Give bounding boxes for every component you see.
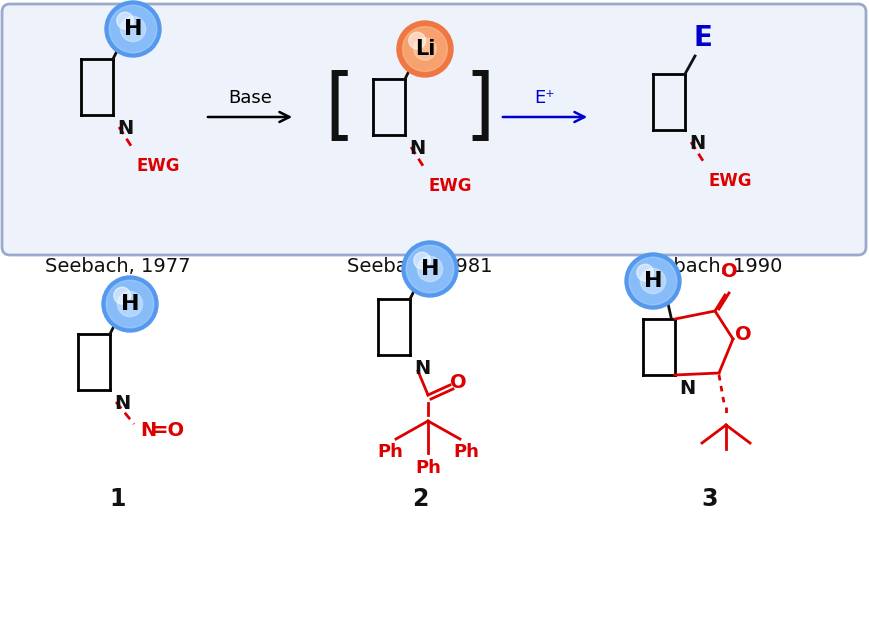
Text: Ph: Ph <box>415 459 441 477</box>
Circle shape <box>106 280 154 328</box>
Text: N: N <box>688 134 705 153</box>
Text: 2: 2 <box>411 487 428 511</box>
Text: N: N <box>114 394 130 413</box>
Text: 1: 1 <box>109 487 126 511</box>
Text: 3: 3 <box>701 487 718 511</box>
Circle shape <box>408 32 425 49</box>
Text: N: N <box>116 119 133 138</box>
Text: EWG: EWG <box>136 157 180 175</box>
Circle shape <box>406 245 454 293</box>
Text: E: E <box>693 24 712 52</box>
Text: H: H <box>421 259 439 279</box>
Circle shape <box>628 257 676 305</box>
Circle shape <box>640 268 665 294</box>
Circle shape <box>120 17 145 41</box>
Text: [: [ <box>324 69 355 145</box>
Circle shape <box>401 241 457 297</box>
Text: H: H <box>121 294 139 314</box>
Circle shape <box>105 1 161 57</box>
Circle shape <box>114 287 130 304</box>
Text: EWG: EWG <box>708 172 752 190</box>
Text: Ph: Ph <box>376 443 402 461</box>
Text: H: H <box>643 271 661 291</box>
Text: Ph: Ph <box>453 443 479 461</box>
Circle shape <box>402 27 447 72</box>
Text: H: H <box>123 19 143 39</box>
Circle shape <box>117 291 143 317</box>
Text: Seebach, 1990: Seebach, 1990 <box>637 257 782 276</box>
Text: N: N <box>140 421 156 439</box>
Circle shape <box>414 252 430 269</box>
Text: =O: =O <box>152 421 185 439</box>
Circle shape <box>414 38 435 60</box>
Text: N: N <box>408 139 425 158</box>
Circle shape <box>396 21 453 77</box>
Text: O: O <box>449 373 466 392</box>
Text: Seebach, 1977: Seebach, 1977 <box>45 257 190 276</box>
Text: Li: Li <box>415 39 434 59</box>
Text: N: N <box>678 379 694 398</box>
Circle shape <box>116 12 134 29</box>
Text: O: O <box>720 262 736 281</box>
Circle shape <box>102 276 158 332</box>
Text: Base: Base <box>228 89 272 107</box>
Circle shape <box>636 264 653 281</box>
Circle shape <box>109 5 156 53</box>
Text: Seebach, 1981: Seebach, 1981 <box>347 257 492 276</box>
Text: ]: ] <box>464 69 494 145</box>
Text: N: N <box>414 359 430 378</box>
Text: E⁺: E⁺ <box>534 89 554 107</box>
Circle shape <box>417 257 442 281</box>
Text: O: O <box>733 326 751 344</box>
Circle shape <box>624 253 680 309</box>
FancyBboxPatch shape <box>2 4 865 255</box>
Text: EWG: EWG <box>428 177 472 195</box>
